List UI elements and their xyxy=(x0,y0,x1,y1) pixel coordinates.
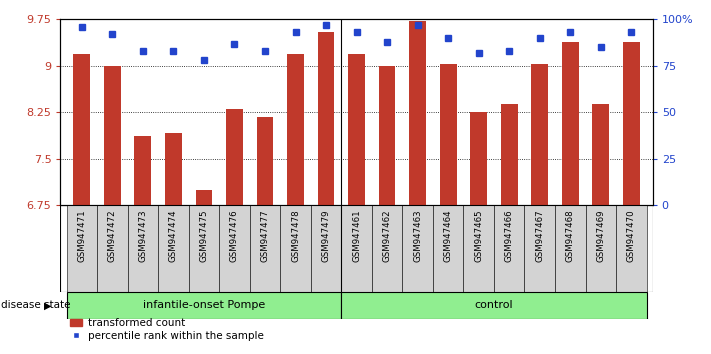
Text: GSM947472: GSM947472 xyxy=(108,210,117,262)
Text: GSM947471: GSM947471 xyxy=(77,210,86,262)
Text: infantile-onset Pompe: infantile-onset Pompe xyxy=(143,300,265,310)
Bar xyxy=(433,205,464,292)
Bar xyxy=(134,136,151,205)
Bar xyxy=(104,66,121,205)
Bar xyxy=(525,205,555,292)
Bar xyxy=(219,205,250,292)
Bar xyxy=(410,21,426,205)
Text: GSM947468: GSM947468 xyxy=(566,210,574,262)
Text: GSM947462: GSM947462 xyxy=(383,210,392,262)
Bar xyxy=(165,133,182,205)
Bar xyxy=(592,104,609,205)
Legend: transformed count, percentile rank within the sample: transformed count, percentile rank withi… xyxy=(65,314,267,345)
Bar xyxy=(158,205,188,292)
Bar xyxy=(562,42,579,205)
Bar xyxy=(379,66,395,205)
Bar xyxy=(616,205,646,292)
Text: disease state: disease state xyxy=(1,300,71,310)
Bar xyxy=(464,205,494,292)
Text: GSM947474: GSM947474 xyxy=(169,210,178,262)
Bar xyxy=(287,53,304,205)
Bar xyxy=(440,64,456,205)
Text: GSM947469: GSM947469 xyxy=(597,210,605,262)
Text: GSM947461: GSM947461 xyxy=(352,210,361,262)
Text: GSM947466: GSM947466 xyxy=(505,210,514,262)
Bar xyxy=(280,205,311,292)
Bar xyxy=(250,205,280,292)
Text: GSM947475: GSM947475 xyxy=(199,210,208,262)
Bar xyxy=(67,205,97,292)
Bar xyxy=(196,190,213,205)
Text: ▶: ▶ xyxy=(44,300,52,310)
Text: GSM947467: GSM947467 xyxy=(535,210,544,262)
Text: GSM947463: GSM947463 xyxy=(413,210,422,262)
Bar xyxy=(501,104,518,205)
Text: GSM947464: GSM947464 xyxy=(444,210,453,262)
Bar xyxy=(348,53,365,205)
Bar xyxy=(494,205,525,292)
Bar xyxy=(402,205,433,292)
Bar xyxy=(257,117,273,205)
Bar xyxy=(318,32,334,205)
Text: control: control xyxy=(475,300,513,310)
Bar xyxy=(623,42,640,205)
Bar xyxy=(341,292,646,319)
Text: GSM947476: GSM947476 xyxy=(230,210,239,262)
Text: GSM947479: GSM947479 xyxy=(321,210,331,262)
Text: GSM947478: GSM947478 xyxy=(291,210,300,262)
Bar xyxy=(188,205,219,292)
Bar xyxy=(97,205,127,292)
Bar xyxy=(372,205,402,292)
Bar xyxy=(555,205,586,292)
Bar xyxy=(341,205,372,292)
Bar xyxy=(226,109,243,205)
Bar xyxy=(127,205,158,292)
Text: GSM947470: GSM947470 xyxy=(627,210,636,262)
Text: GSM947465: GSM947465 xyxy=(474,210,483,262)
Bar xyxy=(470,113,487,205)
Bar xyxy=(586,205,616,292)
Bar xyxy=(311,205,341,292)
Text: GSM947477: GSM947477 xyxy=(260,210,269,262)
Bar xyxy=(67,292,341,319)
Text: GSM947473: GSM947473 xyxy=(139,210,147,262)
Bar xyxy=(73,53,90,205)
Bar xyxy=(531,64,548,205)
